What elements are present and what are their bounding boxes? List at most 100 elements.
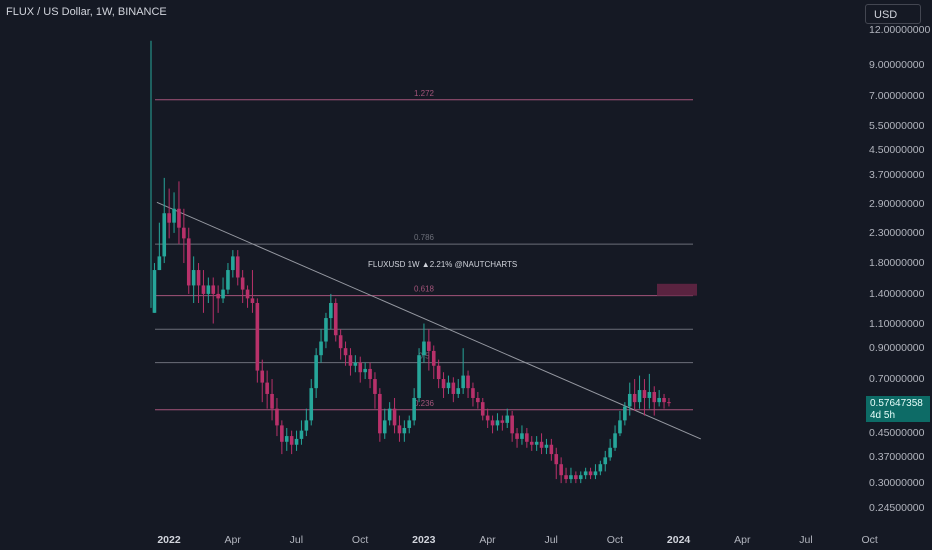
candle-body xyxy=(461,375,465,389)
candle-body xyxy=(255,303,260,371)
candle-body xyxy=(275,408,279,426)
candle-body xyxy=(544,444,549,448)
price-tick-label: 0.45000000 xyxy=(869,427,925,440)
candle-body xyxy=(260,370,265,383)
candle-body xyxy=(284,436,289,442)
candle-body xyxy=(172,208,176,223)
candle-body xyxy=(314,355,318,389)
candle-body xyxy=(662,397,666,403)
time-tick-label: 2022 xyxy=(157,534,181,546)
candle-body xyxy=(451,382,456,394)
current-price-tag: 0.57647358 4d 5h xyxy=(866,396,930,422)
chart-title: FLUX / US Dollar, 1W, BINANCE xyxy=(6,6,167,18)
candle-body xyxy=(422,341,426,356)
candle-body xyxy=(495,420,500,426)
candle-body xyxy=(564,475,568,480)
candle-body xyxy=(157,256,162,271)
candle-body xyxy=(476,397,480,403)
price-axis[interactable]: 12.00000000 9.00000000 7.00000000 5.5000000… xyxy=(853,0,932,520)
candle-body xyxy=(245,289,250,299)
candle-body xyxy=(373,379,377,394)
candle-body xyxy=(280,425,284,442)
candle-body xyxy=(294,438,299,445)
candle-body xyxy=(152,270,157,313)
candle-body xyxy=(618,420,622,434)
bar-countdown: 4d 5h xyxy=(870,410,896,421)
time-tick-label: 2023 xyxy=(412,534,436,546)
price-tick-label: 4.50000000 xyxy=(869,144,925,157)
candle-body xyxy=(378,393,382,434)
candle-body xyxy=(417,355,421,398)
price-tick-label: 3.70000000 xyxy=(869,168,925,181)
time-tick-label: Apr xyxy=(479,534,496,546)
currency-selector[interactable]: USD xyxy=(865,4,921,24)
time-tick-label: Jul xyxy=(799,534,813,546)
chart-watermark: FLUXUSD 1W ▲2.21% @NAUTCHARTS xyxy=(368,260,518,269)
candle-body xyxy=(240,277,245,290)
candle-body xyxy=(505,415,510,423)
candle-body xyxy=(446,382,451,389)
candle-body xyxy=(299,430,304,439)
price-tick-label: 0.30000000 xyxy=(869,477,925,490)
candle-body xyxy=(387,408,392,421)
candle-body xyxy=(338,335,343,349)
candle-body xyxy=(167,213,171,223)
candle-body xyxy=(177,208,181,228)
candle-body xyxy=(235,256,240,278)
candle-body xyxy=(358,362,363,373)
price-tick-label: 5.50000000 xyxy=(869,119,925,132)
candle-body xyxy=(363,368,367,373)
time-tick-label: Oct xyxy=(351,534,369,546)
candle-body xyxy=(348,355,353,366)
candle-body xyxy=(201,285,206,294)
candle-body xyxy=(397,425,402,434)
candle-body xyxy=(466,375,470,389)
candle-body xyxy=(598,464,603,472)
candle-body xyxy=(407,420,412,428)
candle-body xyxy=(343,348,348,356)
candle-body xyxy=(520,433,524,439)
time-axis[interactable]: 2022 Apr Jul Oct 2023 Apr Jul Oct 2024 Apr Jul Oct xyxy=(0,528,878,550)
candle-body xyxy=(647,391,652,398)
fib-level-label: 0.618 xyxy=(414,285,435,294)
candle-body xyxy=(191,270,196,286)
candle-body xyxy=(329,303,333,319)
candle-body xyxy=(510,415,514,434)
current-price: 0.57647358 xyxy=(870,398,923,409)
candle-body xyxy=(529,441,534,445)
candle-body xyxy=(652,391,657,403)
candle-body xyxy=(667,402,671,404)
candle-body xyxy=(642,390,647,398)
candle-body xyxy=(549,444,554,455)
candle-body xyxy=(402,427,407,434)
candle-body xyxy=(613,433,617,448)
candle-body xyxy=(525,433,529,442)
price-tick-label: 2.30000000 xyxy=(869,226,925,239)
candle-body xyxy=(309,388,314,421)
candle-body xyxy=(603,457,608,465)
price-tick-label: 9.00000000 xyxy=(869,59,925,72)
candle-body xyxy=(657,397,661,403)
candle-body xyxy=(231,256,235,271)
candle-body xyxy=(333,303,338,336)
time-tick-label: 2024 xyxy=(666,534,691,546)
candle-body xyxy=(471,388,475,398)
trendline xyxy=(156,201,701,440)
candle-body xyxy=(270,393,274,409)
candle-body xyxy=(392,408,397,426)
candle-body xyxy=(515,433,519,439)
candle-body xyxy=(196,270,201,286)
candle-body xyxy=(427,341,431,351)
time-tick-label: Jul xyxy=(544,534,558,546)
fib-level-label: 0.786 xyxy=(414,233,435,242)
candle-body xyxy=(353,362,358,366)
candle-body xyxy=(569,475,573,480)
candle-body xyxy=(623,406,627,421)
time-tick-label: Oct xyxy=(861,534,878,546)
candle-body xyxy=(608,447,612,458)
time-tick-label: Jul xyxy=(289,534,304,546)
candle-body xyxy=(206,285,211,294)
candle-body xyxy=(593,471,598,476)
candle-body xyxy=(368,368,372,380)
